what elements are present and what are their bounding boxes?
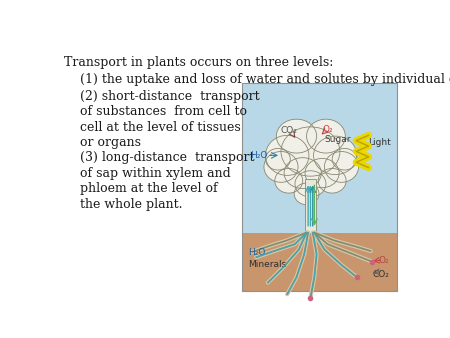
Text: H₂O: H₂O bbox=[248, 248, 266, 257]
Text: or organs: or organs bbox=[64, 136, 141, 149]
Bar bbox=[242, 233, 397, 291]
Ellipse shape bbox=[284, 158, 321, 189]
Text: cell at the level of tissues: cell at the level of tissues bbox=[64, 121, 241, 134]
Text: phloem at the level of: phloem at the level of bbox=[64, 182, 218, 195]
Text: CO₂: CO₂ bbox=[373, 270, 390, 279]
Text: CO₂: CO₂ bbox=[280, 126, 297, 135]
Ellipse shape bbox=[264, 151, 298, 182]
Text: (3) long-distance  transport: (3) long-distance transport bbox=[64, 151, 255, 165]
Bar bbox=[305, 178, 316, 233]
Ellipse shape bbox=[332, 148, 357, 170]
Text: H₂O: H₂O bbox=[250, 151, 267, 160]
Ellipse shape bbox=[275, 168, 303, 193]
Text: Minerals: Minerals bbox=[248, 260, 287, 269]
Text: of sap within xylem and: of sap within xylem and bbox=[64, 167, 231, 180]
Ellipse shape bbox=[306, 119, 345, 153]
Text: the whole plant.: the whole plant. bbox=[64, 198, 183, 211]
Ellipse shape bbox=[276, 119, 317, 153]
Bar bbox=[242, 83, 397, 291]
Ellipse shape bbox=[295, 171, 326, 197]
Text: Sugar: Sugar bbox=[324, 136, 351, 144]
Ellipse shape bbox=[305, 159, 339, 188]
Ellipse shape bbox=[266, 148, 290, 170]
Text: O₂: O₂ bbox=[379, 256, 390, 265]
Ellipse shape bbox=[318, 168, 346, 193]
Text: Light: Light bbox=[368, 138, 391, 147]
Text: of substances  from cell to: of substances from cell to bbox=[64, 105, 247, 118]
Text: (1) the uptake and loss of water and solutes by individual cells: (1) the uptake and loss of water and sol… bbox=[64, 73, 450, 86]
Text: (2) short-distance  transport: (2) short-distance transport bbox=[64, 90, 260, 103]
Text: O₂: O₂ bbox=[322, 125, 333, 134]
Ellipse shape bbox=[324, 151, 359, 182]
Ellipse shape bbox=[281, 127, 340, 176]
Ellipse shape bbox=[294, 183, 319, 204]
Bar bbox=[242, 83, 397, 233]
Text: Transport in plants occurs on three levels:: Transport in plants occurs on three leve… bbox=[64, 56, 333, 69]
Ellipse shape bbox=[266, 135, 309, 175]
Ellipse shape bbox=[314, 136, 357, 175]
